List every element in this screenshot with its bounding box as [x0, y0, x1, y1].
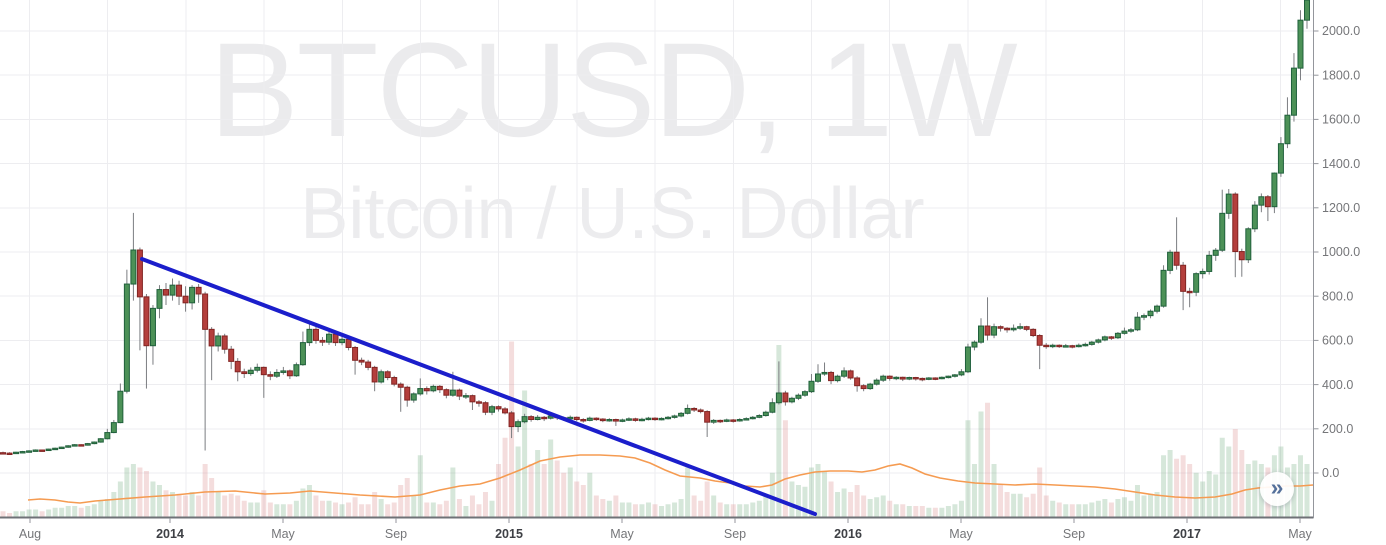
trendline[interactable]: [140, 257, 817, 516]
double-chevron-right-icon: »: [1270, 473, 1284, 500]
svg-text:800.0: 800.0: [1322, 289, 1353, 303]
chart-borders: [0, 0, 1315, 519]
svg-text:Aug: Aug: [19, 527, 41, 541]
svg-text:2016: 2016: [834, 527, 862, 541]
svg-text:2000.0: 2000.0: [1322, 24, 1360, 38]
svg-text:May: May: [1288, 527, 1312, 541]
svg-text:May: May: [271, 527, 295, 541]
scroll-to-recent-button[interactable]: »: [1260, 472, 1294, 506]
svg-text:2017: 2017: [1173, 527, 1201, 541]
svg-text:1400.0: 1400.0: [1322, 157, 1360, 171]
svg-text:600.0: 600.0: [1322, 334, 1353, 348]
svg-text:200.0: 200.0: [1322, 422, 1353, 436]
svg-text:1000.0: 1000.0: [1322, 245, 1360, 259]
time-axis[interactable]: Aug 2014 May Sep 2015 May Sep 2016 May Sep 2017 May: [19, 518, 1313, 541]
svg-text:May: May: [610, 527, 634, 541]
svg-text:400.0: 400.0: [1322, 378, 1353, 392]
svg-text:1200.0: 1200.0: [1322, 201, 1360, 215]
svg-text:0.0: 0.0: [1322, 466, 1339, 480]
svg-text:2014: 2014: [156, 527, 184, 541]
svg-text:1800.0: 1800.0: [1322, 68, 1360, 82]
grid: [0, 0, 1314, 517]
volume-ma-line: [27, 454, 1314, 504]
svg-text:2015: 2015: [495, 527, 523, 541]
candlestick-series: [0, 0, 1310, 456]
svg-text:Sep: Sep: [1063, 527, 1085, 541]
price-axis[interactable]: 2000.0 1800.0 1600.0 1400.0 1200.0 1000.0 800.…: [1313, 24, 1361, 480]
svg-text:Sep: Sep: [385, 527, 407, 541]
svg-text:Sep: Sep: [724, 527, 746, 541]
svg-text:1600.0: 1600.0: [1322, 113, 1360, 127]
svg-text:May: May: [949, 527, 973, 541]
